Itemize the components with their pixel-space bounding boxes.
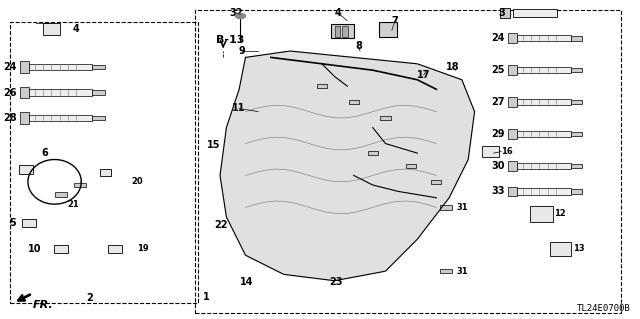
- Text: 6: 6: [42, 148, 49, 158]
- Text: 22: 22: [214, 220, 228, 230]
- Text: 25: 25: [492, 65, 505, 75]
- Text: 19: 19: [138, 244, 149, 253]
- Text: 24: 24: [492, 33, 505, 43]
- FancyBboxPatch shape: [508, 187, 516, 196]
- Text: 4: 4: [72, 24, 79, 34]
- FancyBboxPatch shape: [516, 35, 571, 41]
- Text: 23: 23: [329, 277, 342, 287]
- FancyBboxPatch shape: [29, 89, 92, 96]
- FancyBboxPatch shape: [571, 100, 582, 104]
- FancyBboxPatch shape: [349, 100, 359, 104]
- FancyBboxPatch shape: [342, 26, 348, 37]
- FancyBboxPatch shape: [440, 269, 452, 273]
- FancyBboxPatch shape: [516, 67, 571, 73]
- Text: 12: 12: [554, 209, 566, 218]
- Text: 32: 32: [229, 8, 243, 18]
- Text: 29: 29: [492, 129, 505, 139]
- FancyBboxPatch shape: [19, 165, 33, 174]
- FancyBboxPatch shape: [571, 132, 582, 136]
- FancyBboxPatch shape: [571, 189, 582, 194]
- Text: 9: 9: [239, 46, 246, 56]
- FancyBboxPatch shape: [54, 245, 68, 253]
- FancyBboxPatch shape: [440, 205, 452, 210]
- FancyBboxPatch shape: [20, 61, 29, 73]
- FancyBboxPatch shape: [431, 180, 442, 184]
- Text: 16: 16: [501, 147, 513, 156]
- FancyBboxPatch shape: [29, 64, 92, 70]
- Circle shape: [236, 13, 246, 19]
- FancyBboxPatch shape: [550, 242, 571, 256]
- Text: 10: 10: [28, 244, 42, 254]
- FancyBboxPatch shape: [55, 192, 67, 197]
- Text: 18: 18: [445, 62, 459, 72]
- FancyBboxPatch shape: [516, 131, 571, 137]
- Text: 14: 14: [240, 277, 253, 287]
- Text: 2: 2: [86, 293, 93, 303]
- FancyBboxPatch shape: [74, 183, 86, 187]
- Text: 24: 24: [3, 62, 17, 72]
- Text: 3: 3: [499, 8, 505, 18]
- Text: 17: 17: [417, 70, 431, 80]
- FancyBboxPatch shape: [516, 99, 571, 105]
- FancyBboxPatch shape: [42, 23, 60, 35]
- FancyBboxPatch shape: [516, 163, 571, 169]
- Text: B-13: B-13: [216, 35, 244, 45]
- FancyBboxPatch shape: [380, 116, 390, 120]
- FancyBboxPatch shape: [571, 68, 582, 72]
- Text: 28: 28: [3, 113, 17, 123]
- Text: 7: 7: [392, 16, 399, 26]
- Text: 31: 31: [457, 267, 468, 276]
- FancyBboxPatch shape: [508, 65, 516, 75]
- FancyBboxPatch shape: [516, 188, 571, 195]
- Text: 27: 27: [492, 97, 505, 107]
- Polygon shape: [220, 51, 475, 281]
- FancyBboxPatch shape: [481, 146, 499, 157]
- FancyBboxPatch shape: [406, 164, 416, 168]
- FancyBboxPatch shape: [513, 9, 557, 17]
- FancyBboxPatch shape: [571, 164, 582, 168]
- Text: 4: 4: [334, 8, 341, 18]
- Text: TL24E0700B: TL24E0700B: [577, 304, 630, 313]
- FancyBboxPatch shape: [508, 33, 516, 43]
- Text: 1: 1: [203, 292, 209, 302]
- FancyBboxPatch shape: [92, 65, 105, 69]
- FancyBboxPatch shape: [500, 8, 509, 18]
- Text: 21: 21: [67, 200, 79, 209]
- FancyBboxPatch shape: [20, 112, 29, 124]
- FancyBboxPatch shape: [508, 97, 516, 107]
- Text: 15: 15: [207, 140, 220, 150]
- FancyBboxPatch shape: [335, 26, 340, 37]
- FancyBboxPatch shape: [92, 90, 105, 95]
- FancyBboxPatch shape: [530, 206, 552, 222]
- FancyBboxPatch shape: [317, 84, 327, 88]
- Text: 31: 31: [457, 203, 468, 212]
- FancyBboxPatch shape: [379, 22, 397, 37]
- FancyBboxPatch shape: [508, 129, 516, 139]
- FancyBboxPatch shape: [332, 24, 354, 38]
- Text: 5: 5: [10, 218, 17, 228]
- Text: 26: 26: [3, 87, 17, 98]
- Text: 33: 33: [492, 186, 505, 197]
- FancyBboxPatch shape: [20, 87, 29, 98]
- FancyBboxPatch shape: [571, 36, 582, 41]
- FancyBboxPatch shape: [29, 115, 92, 121]
- Text: 30: 30: [492, 161, 505, 171]
- FancyBboxPatch shape: [367, 151, 378, 155]
- FancyBboxPatch shape: [100, 169, 111, 176]
- Text: 8: 8: [355, 41, 362, 51]
- Text: 20: 20: [131, 177, 143, 186]
- Text: 11: 11: [232, 103, 246, 114]
- FancyBboxPatch shape: [508, 161, 516, 171]
- FancyBboxPatch shape: [92, 116, 105, 120]
- FancyBboxPatch shape: [108, 245, 122, 253]
- Text: FR.: FR.: [33, 300, 53, 310]
- FancyBboxPatch shape: [22, 219, 36, 227]
- Text: 13: 13: [573, 244, 585, 253]
